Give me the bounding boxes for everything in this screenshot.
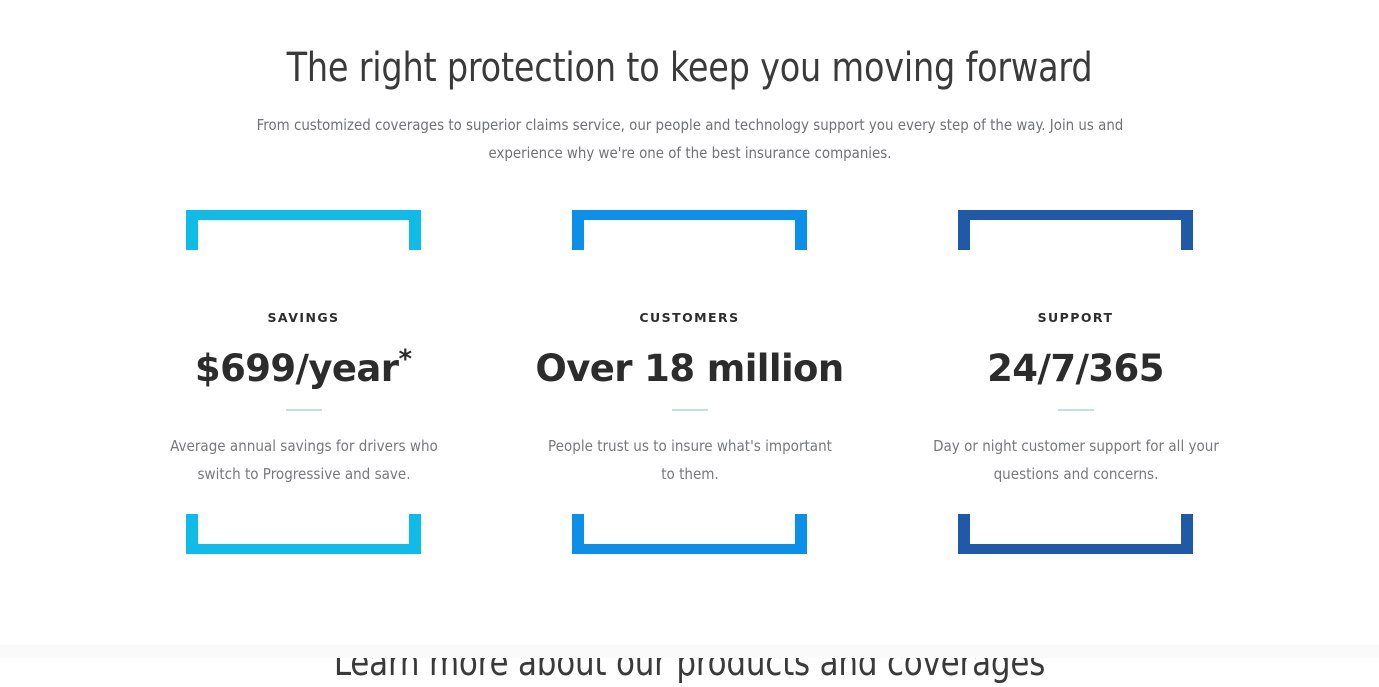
stat-divider [671,409,708,411]
bracket-top-icon [572,210,807,250]
stats-row: SAVINGS $699/year* Average annual saving… [0,210,1379,554]
stat-label: CUSTOMERS [639,310,740,325]
page-title: The right protection to keep you moving … [286,45,1093,91]
stat-value: Over 18 million [535,347,844,391]
bracket-bottom-icon [186,514,421,554]
page-root: The right protection to keep you moving … [0,45,1379,684]
stat-label: SUPPORT [1037,310,1114,325]
stat-description: Day or night customer support for all yo… [932,437,1219,483]
stat-value-superscript: * [398,344,413,375]
stat-card-savings: SAVINGS $699/year* Average annual saving… [111,210,497,554]
stat-label: SAVINGS [267,310,340,325]
bracket-bottom-icon [572,514,807,554]
stat-value: $699/year* [195,347,412,391]
bracket-top-icon [958,210,1193,250]
stat-value-text: Over 18 million [535,347,844,390]
stat-value: 24/7/365 [987,347,1164,391]
stat-card-support: SUPPORT 24/7/365 Day or night customer s… [883,210,1269,554]
stat-description: Average annual savings for drivers who s… [169,437,438,483]
stat-description: People trust us to insure what's importa… [547,437,832,483]
bracket-top-icon [186,210,421,250]
stat-card-body: SUPPORT 24/7/365 Day or night customer s… [926,250,1226,514]
stat-divider [1057,409,1094,411]
stat-divider [285,409,322,411]
bottom-section-band [0,645,1379,658]
stat-value-text: 24/7/365 [987,347,1164,390]
stat-card-customers: CUSTOMERS Over 18 million People trust u… [497,210,883,554]
stat-card-body: CUSTOMERS Over 18 million People trust u… [535,250,844,514]
page-subtitle: From customized coverages to superior cl… [256,116,1123,162]
bracket-bottom-icon [958,514,1193,554]
stat-card-body: SAVINGS $699/year* Average annual saving… [154,250,454,514]
stat-value-text: $699/year [194,347,399,390]
